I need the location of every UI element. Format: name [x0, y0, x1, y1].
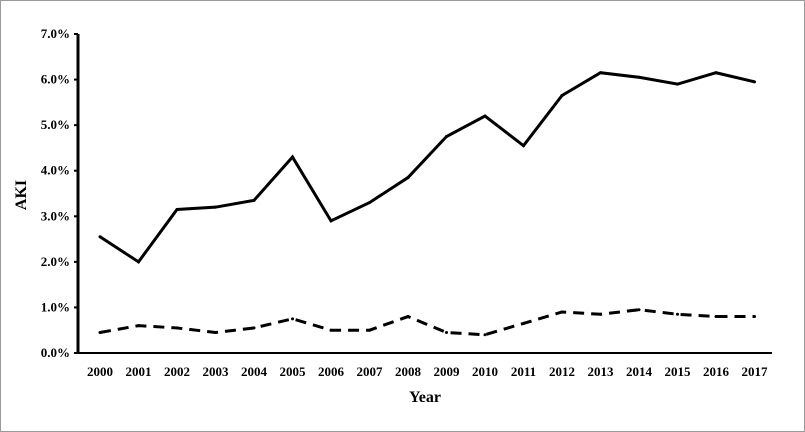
data-point	[637, 308, 641, 312]
data-point	[676, 312, 679, 316]
data-point	[483, 114, 487, 118]
x-tick-label: 2004	[241, 364, 268, 379]
data-point	[329, 328, 333, 332]
x-tick-label: 2011	[511, 364, 536, 379]
data-point	[175, 207, 179, 211]
data-point	[445, 330, 448, 334]
x-tick-label: 2002	[164, 364, 190, 379]
x-tick-label: 2000	[87, 364, 113, 379]
data-point	[406, 176, 410, 180]
data-point	[252, 326, 256, 330]
data-point	[291, 317, 294, 321]
x-tick-label: 2005	[280, 364, 307, 379]
x-tick-label: 2007	[357, 364, 384, 379]
data-point	[637, 75, 641, 79]
y-tick-label: 7.0%	[41, 26, 70, 41]
y-tick-label: 4.0%	[41, 163, 70, 178]
data-point	[522, 144, 525, 148]
data-point	[406, 315, 410, 319]
data-point	[599, 71, 602, 75]
data-point	[753, 315, 756, 319]
series-line-dashed	[99, 308, 755, 337]
x-tick-label: 2003	[203, 364, 230, 379]
data-point	[137, 324, 140, 328]
data-point	[753, 80, 756, 84]
x-tick-label: 2012	[549, 364, 575, 379]
x-tick-labels: 2000 2001 2002 2003 2004 2005 2006 2007 2008 2009…	[87, 364, 768, 379]
y-tick-labels: 0.0% 1.0% 2.0% 3.0% 4.0% 5.0% 6.0% 7.0%	[41, 26, 78, 360]
y-tick-label: 5.0%	[41, 117, 70, 132]
data-point	[137, 260, 140, 264]
data-point	[445, 135, 448, 139]
data-point	[714, 71, 718, 75]
series-line-solid	[99, 71, 755, 264]
data-point	[175, 326, 179, 330]
x-tick-label: 2015	[665, 364, 692, 379]
data-point	[98, 235, 102, 239]
y-tick-label: 1.0%	[41, 299, 70, 314]
x-tick-label: 2010	[472, 364, 498, 379]
data-point	[329, 219, 333, 223]
data-point	[368, 201, 371, 205]
data-point	[98, 330, 102, 334]
series-group	[98, 71, 756, 337]
y-tick-label: 0.0%	[41, 345, 70, 360]
data-point	[368, 328, 371, 332]
data-point	[252, 198, 256, 202]
x-tick-label: 2016	[703, 364, 730, 379]
data-point	[291, 155, 294, 159]
data-point	[214, 205, 217, 209]
x-tick-label: 2008	[395, 364, 422, 379]
y-tick-label: 6.0%	[41, 72, 70, 87]
x-tick-label: 2009	[434, 364, 461, 379]
y-tick-label: 2.0%	[41, 254, 70, 269]
y-tick-label: 3.0%	[41, 208, 70, 223]
data-point	[599, 312, 602, 316]
x-tick-label: 2014	[626, 364, 653, 379]
data-point	[714, 315, 718, 319]
data-point	[214, 330, 217, 334]
x-tick-label: 2001	[126, 364, 152, 379]
x-tick-label: 2013	[588, 364, 615, 379]
data-point	[483, 333, 487, 337]
x-axis-title: Year	[409, 389, 441, 406]
data-point	[560, 310, 564, 314]
x-tick-label: 2006	[318, 364, 345, 379]
y-axis-title: AKI	[13, 180, 30, 210]
data-point	[560, 94, 564, 98]
data-point	[676, 82, 679, 86]
data-point	[522, 321, 525, 325]
x-tick-label: 2017	[742, 364, 769, 379]
